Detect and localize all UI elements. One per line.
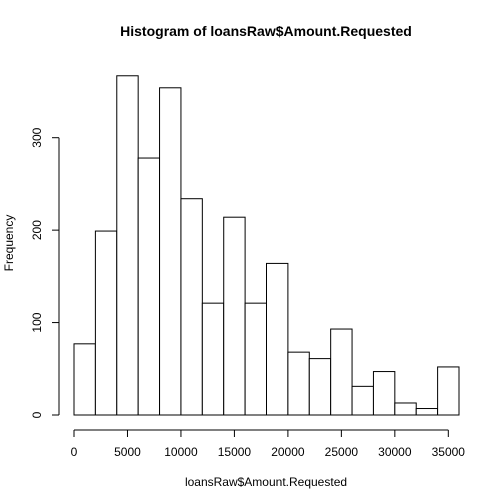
histogram-bar-13: [351, 385, 374, 416]
y-tick-label: 0: [30, 411, 44, 418]
x-axis: 0 5000 10000 15000 20000 25000 30000 35000: [71, 429, 466, 459]
x-tick-label: 5000: [114, 445, 141, 459]
histogram-bar-10: [287, 351, 310, 416]
histogram-bar-5: [180, 198, 203, 416]
bars-group: [73, 75, 460, 416]
x-tick-label: 30000: [378, 445, 412, 459]
y-tick-label: 300: [30, 127, 44, 147]
y-axis: 0 100 200 300: [30, 127, 60, 418]
x-axis-label: loansRaw$Amount.Requested: [185, 475, 347, 489]
x-tick-label: 20000: [271, 445, 305, 459]
x-tick-label: 15000: [218, 445, 252, 459]
y-tick-label: 100: [30, 312, 44, 332]
x-tick-label: 25000: [325, 445, 359, 459]
histogram-bar-3: [137, 157, 161, 416]
histogram-bar-8: [244, 302, 268, 416]
x-tick-label: 0: [71, 445, 78, 459]
histogram-bar-16: [415, 408, 439, 416]
x-tick-label: 10000: [164, 445, 198, 459]
histogram-bar-2: [116, 75, 139, 416]
histogram-bar-9: [266, 262, 289, 416]
x-tick-label: 35000: [432, 445, 466, 459]
histogram-bar-6: [201, 302, 225, 416]
histogram-bar-4: [159, 87, 182, 416]
histogram-bar-11: [308, 358, 332, 416]
chart-title: Histogram of loansRaw$Amount.Requested: [120, 23, 412, 39]
y-tick-label: 200: [30, 220, 44, 240]
histogram-bar-14: [372, 371, 396, 416]
histogram-bar-1: [94, 230, 118, 416]
histogram-bar-12: [330, 328, 353, 416]
histogram-bar-17: [437, 366, 460, 416]
histogram-bar-7: [223, 216, 246, 416]
histogram-bar-15: [394, 402, 417, 416]
y-axis-label: Frequency: [2, 215, 16, 272]
histogram-bar-0: [73, 343, 96, 416]
